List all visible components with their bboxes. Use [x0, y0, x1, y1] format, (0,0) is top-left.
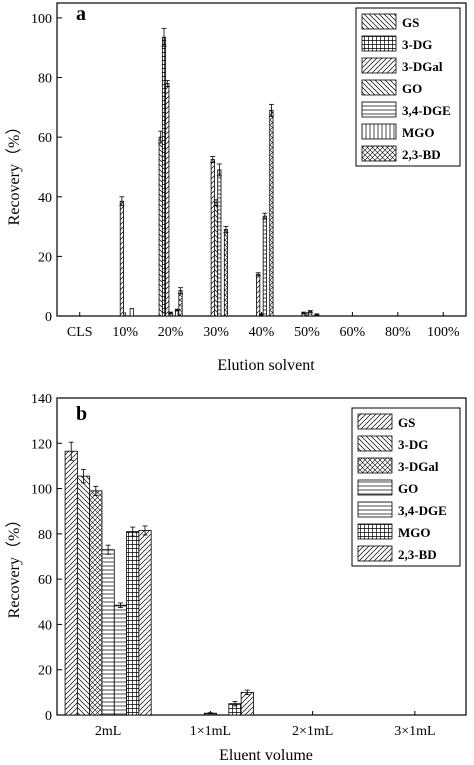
legend-swatch	[361, 101, 397, 118]
legend-swatch	[357, 413, 393, 430]
legend-swatch	[361, 145, 397, 162]
legend-swatch	[361, 57, 397, 74]
bar	[158, 136, 163, 317]
x-tick-label: 60%	[340, 325, 366, 340]
bar	[89, 490, 103, 716]
legend-entry: GS	[402, 15, 419, 30]
bar	[113, 604, 127, 716]
y-tick-label: 100	[31, 483, 52, 498]
y-tick-label: 20	[38, 250, 52, 265]
y-tick-label: 0	[45, 310, 52, 325]
x-tick-label: 1×1mL	[190, 724, 231, 739]
bar	[210, 159, 215, 317]
legend-entry: MGO	[402, 125, 435, 140]
panel-b-y-axis-label: Recovery（%）	[5, 512, 23, 619]
y-tick-label: 60	[38, 131, 52, 146]
panel-b-x-axis-label: Eluent volume	[219, 747, 313, 764]
panel-b-label: b	[76, 403, 87, 425]
legend-swatch	[357, 435, 393, 452]
plot-frame	[56, 397, 467, 716]
panel-a-label: a	[76, 3, 86, 25]
legend-swatch	[361, 79, 397, 96]
bar	[214, 202, 219, 317]
legend-entry: 3-DGal	[402, 59, 443, 74]
legend-entry: 2,3-BD	[398, 547, 437, 562]
bar	[269, 109, 274, 317]
x-tick-label: 20%	[158, 325, 184, 340]
legend-swatch	[361, 35, 397, 52]
bar	[223, 229, 229, 317]
bar	[262, 215, 267, 317]
bar	[119, 200, 124, 317]
y-tick-label: 120	[31, 437, 52, 452]
x-tick-label: 2×1mL	[292, 724, 333, 739]
x-tick-label: 80%	[385, 325, 411, 340]
legend-entry: GS	[398, 415, 415, 430]
chart-panel-a: a Elution solvent Recovery（%） 0 20 40 60 80 1…	[5, 2, 467, 374]
x-tick-label: CLS	[67, 325, 93, 340]
x-tick-label: 2mL	[95, 724, 121, 739]
bar	[178, 290, 183, 317]
legend-entry: 3-DG	[402, 37, 432, 52]
bar	[256, 273, 261, 317]
legend-entry: MGO	[398, 525, 431, 540]
legend-entry: 3-DGal	[398, 459, 439, 474]
x-tick-label: 40%	[249, 325, 275, 340]
y-tick-label: 40	[38, 618, 52, 633]
y-tick-label: 80	[38, 72, 52, 87]
x-tick-label: 30%	[203, 325, 229, 340]
x-tick-label: 100%	[427, 325, 460, 340]
y-tick-label: 20	[38, 664, 52, 679]
panel-a-y-axis-label: Recovery（%）	[5, 119, 23, 226]
y-tick-label: 80	[38, 528, 52, 543]
legend-entry: 3,4-DGE	[402, 103, 451, 118]
legend-swatch	[361, 13, 397, 30]
y-tick-label: 140	[31, 392, 52, 407]
legend-swatch	[361, 123, 397, 140]
bar	[64, 450, 78, 716]
panel-a-x-axis-label: Elution solvent	[217, 357, 315, 374]
legend-swatch	[357, 501, 393, 518]
bar	[217, 169, 222, 317]
legend-entry: GO	[398, 481, 418, 496]
bar	[129, 308, 134, 317]
bar	[101, 549, 115, 716]
bar	[161, 36, 167, 317]
x-tick-label: 10%	[112, 325, 138, 340]
legend-swatch	[357, 457, 393, 474]
bar	[76, 475, 91, 716]
legend-entry: GO	[402, 81, 422, 96]
bar	[126, 531, 140, 716]
bar	[138, 530, 152, 716]
y-tick-label: 100	[31, 12, 52, 27]
y-tick-label: 0	[45, 709, 52, 724]
y-tick-label: 40	[38, 191, 52, 206]
chart-panel-b: b Eluent volume Recovery（%） 0 20 40 60 80 100…	[5, 392, 467, 764]
bar	[165, 83, 170, 317]
legend-entry: 3,4-DGE	[398, 503, 447, 518]
x-tick-label: 3×1mL	[394, 724, 435, 739]
x-tick-label: 50%	[294, 325, 320, 340]
legend-swatch	[357, 523, 393, 540]
legend-entry: 3-DG	[398, 437, 428, 452]
legend-entry: 2,3-BD	[402, 147, 441, 162]
bar	[240, 691, 254, 716]
y-tick-label: 60	[38, 573, 52, 588]
legend-swatch	[357, 479, 393, 496]
legend-swatch	[357, 545, 393, 562]
